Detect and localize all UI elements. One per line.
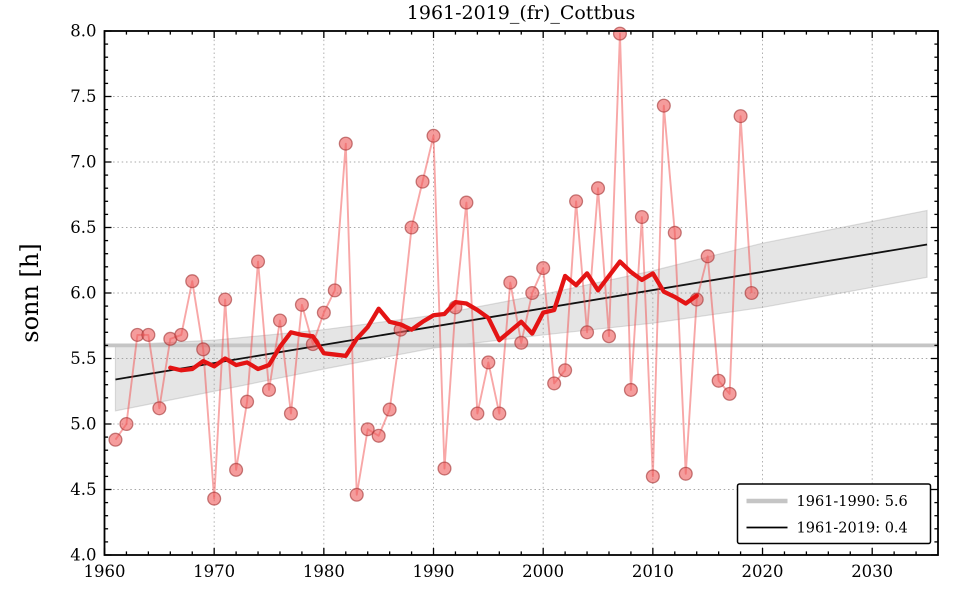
data-point [152,401,167,416]
data-point [481,355,496,370]
data-point [459,195,474,210]
data-point [294,297,309,312]
x-tick-label: 1980 [303,562,345,581]
data-point [382,402,397,417]
y-tick-label: 5.5 [70,349,96,368]
data-point [250,254,266,269]
y-tick-label: 7.0 [70,153,96,172]
x-tick-label: 1970 [193,562,235,581]
x-tick-label: 2030 [851,562,893,581]
y-tick-labels: 4.0 4.5 5.0 5.5 6.0 6.5 7.0 7.5 8.0 [70,22,96,565]
data-point [261,382,277,397]
ticks [103,30,938,556]
data-point [360,422,375,437]
x-tick-labels: 1960 1970 1980 1990 2000 2010 2020 2030 [84,562,894,581]
data-point [623,382,638,397]
x-tick-label: 1990 [413,562,455,581]
data-point [272,313,288,328]
legend-label: 1961-2019: 0.4 [797,521,908,537]
smoothed-line [168,259,699,373]
data-point [426,128,441,143]
y-tick-label: 6.0 [70,284,96,303]
data-point [558,363,573,378]
data-point [601,329,617,344]
data-point [569,194,584,209]
data-point [536,261,551,276]
data-point [141,327,156,342]
data-point [590,181,606,196]
data-point [108,432,123,447]
data-point [327,283,342,298]
data-point [525,285,540,301]
data-point [437,461,452,476]
data-point [634,209,649,225]
data-point [580,325,595,340]
data-point [744,285,759,301]
data-point [667,225,682,240]
x-tick-label: 2020 [742,562,784,581]
data-point [415,174,430,189]
data-point [371,428,386,443]
data-point [700,249,715,264]
data-point [316,305,331,320]
data-point [240,394,255,409]
data-point [612,26,628,41]
data-point [174,327,189,342]
data-point [470,406,485,421]
y-tick-label: 8.0 [70,22,96,41]
data-point [119,416,134,432]
data-point [514,335,529,350]
data-point [283,406,298,421]
data-point [722,386,737,401]
data-point [229,462,244,477]
data-point [656,98,671,113]
legend: 1961-1990: 5.6 1961-2019: 0.4 [736,483,932,545]
data-point [338,136,353,151]
data-point [503,275,518,290]
data-point [185,274,200,289]
y-axis-label: sonn [h] [16,243,44,343]
x-tick-label: 1960 [84,562,126,581]
data-point [711,373,726,388]
data-point [733,109,748,124]
data-point [645,469,660,484]
annual-markers [108,26,759,506]
data-point [547,376,562,391]
legend-label: 1961-1990: 5.6 [797,494,908,510]
chart-title: 1961-2019_(fr)_Cottbus [406,2,636,24]
x-tick-label: 2000 [522,562,564,581]
data-point [404,220,419,235]
data-point [349,487,364,502]
x-tick-label: 2010 [632,562,674,581]
y-tick-label: 6.5 [70,218,96,237]
data-point [207,491,222,506]
data-point [218,292,233,307]
y-tick-label: 5.0 [70,415,96,434]
data-point [196,342,211,357]
data-point [678,466,693,481]
y-tick-label: 4.5 [70,480,96,499]
y-tick-label: 4.0 [70,546,96,565]
y-tick-label: 7.5 [70,87,96,106]
data-point [492,406,507,421]
